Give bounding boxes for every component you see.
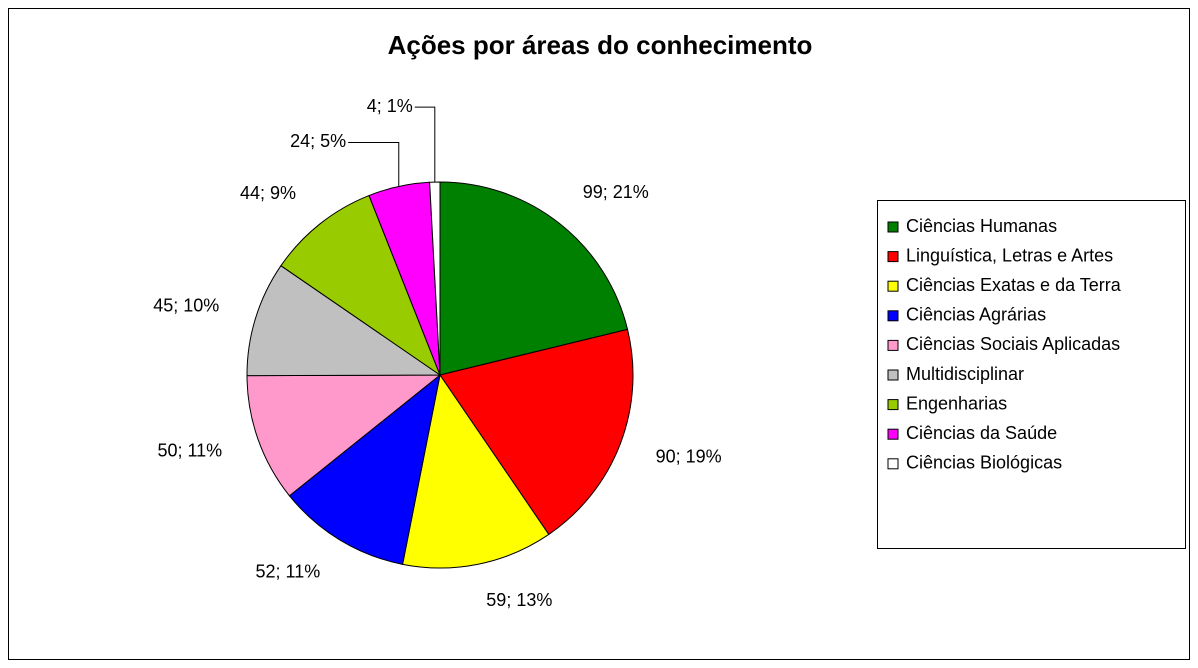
data-label: 99; 21% [583,182,649,202]
pie-slice [246,264,442,377]
pie-slice [280,194,442,377]
legend-swatch [887,428,899,440]
legend-swatch [887,399,899,411]
legend-box [877,200,1186,549]
leader-line [348,141,400,187]
data-label: 4; 1% [367,96,413,116]
legend-swatch [887,458,899,470]
pie-slice [401,373,550,569]
legend-swatch [887,221,899,233]
data-label: 90; 19% [656,447,722,467]
data-label: 45; 10% [153,296,219,316]
pie-slice [439,328,634,536]
legend-label: Ciências Biológicas [906,453,1062,473]
legend-label: Ciências Agrárias [906,305,1046,325]
chart-title: Ações por áreas do conhecimento [388,30,813,60]
legend-label: Multidisciplinar [906,364,1024,384]
legend-swatch [887,280,899,292]
legend-swatch [887,310,899,322]
legend-label: Ciências Humanas [906,216,1057,236]
pie-slice [288,373,441,565]
leader-line [414,106,436,183]
legend-swatch [887,251,899,263]
data-label: 52; 11% [256,561,321,581]
legend-label: Linguística, Letras e Artes [906,245,1113,265]
data-label: 50; 11% [157,441,222,461]
legend-label: Engenharias [906,393,1007,413]
pie-slice [439,181,629,376]
legend-swatch [887,369,899,381]
legend-swatch [887,339,899,351]
data-label: 24; 5% [290,131,346,151]
data-label: 44; 9% [240,183,296,203]
pie-slice [246,374,442,497]
legend-label: Ciências Exatas e da Terra [906,275,1122,295]
legend-label: Ciências da Saúde [906,423,1057,443]
data-label: 59; 13% [486,590,552,610]
legend-label: Ciências Sociais Aplicadas [906,334,1120,354]
